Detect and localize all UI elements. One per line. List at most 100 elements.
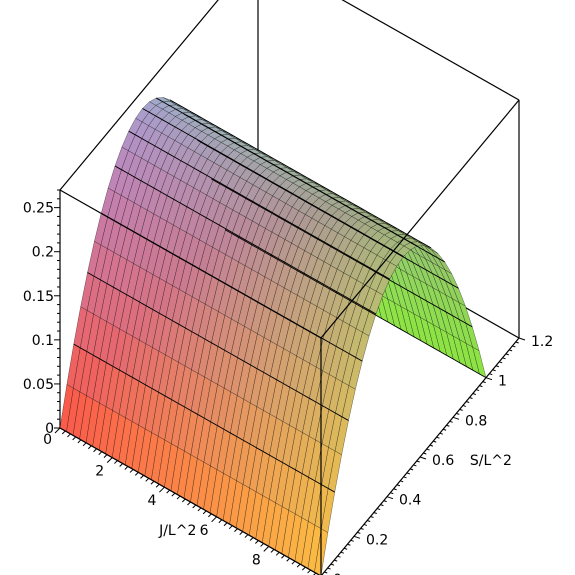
x-tick [103,454,108,458]
y-tick [442,428,447,431]
y-tick [360,527,364,530]
x-tick [263,546,270,552]
y-axis: 0 0.2 0.4 0.6 0.8 1 1.2 [324,334,553,575]
z-tick-label: 0 [45,421,54,437]
x-tick [72,436,77,441]
x-tick [239,531,244,535]
x-tick [291,560,296,565]
x-tick [228,525,233,530]
x-tick [119,463,123,467]
y-tick [512,345,516,348]
x-tick [106,457,113,463]
y-tick-label: 1.2 [531,334,553,350]
box-edge [320,99,520,339]
mesh-line [211,178,473,328]
y-tick [452,416,460,420]
y-tick [505,353,509,356]
x-tick [296,563,301,568]
x-tick [124,466,129,470]
x-tick-label: 2 [95,464,104,480]
y-tick [327,567,331,570]
x-tick [54,427,61,434]
z-tick-label: 0.15 [23,289,54,305]
mesh-line [73,343,335,493]
y-tick [376,508,381,511]
y-tick [492,369,496,372]
y-tick [416,460,420,463]
x-tick [176,495,181,500]
x-tick [208,513,212,518]
y-tick-label: 0 [333,572,342,575]
mesh-line [197,139,459,289]
y-tick [390,492,394,495]
y-tick [485,377,493,381]
box-edge [341,0,520,101]
z-tick-label: 0.05 [23,377,54,393]
x-tick-label: 8 [252,552,261,568]
y-tick [396,484,401,487]
y-tick [400,480,404,483]
y-tick [466,400,470,403]
mesh-line [87,272,349,421]
x-tick [77,439,82,444]
y-tick [495,365,500,368]
y-tick-label: 0.2 [366,532,388,548]
y-tick [363,523,368,526]
y-tick [429,444,434,447]
mesh-line [114,165,377,315]
y-tick [367,519,371,522]
y-tick [518,337,526,341]
y-tick [334,559,338,562]
x-tick [255,540,259,544]
y-tick [469,397,473,399]
surface [59,97,487,575]
z-tick-label: 0.2 [32,245,54,261]
x-tick-label: 6 [200,523,209,539]
mesh-line [169,99,432,249]
x-tick [197,507,202,512]
y-tick [347,543,351,546]
y-tick [479,385,483,388]
x-tick [281,554,285,559]
x-tick [181,498,186,503]
y-tick [433,440,437,443]
x-axis-label: J/L^2 [158,523,196,539]
x-tick [244,534,249,538]
y-tick [456,412,460,415]
z-tick-label: 0.1 [32,333,54,349]
y-tick-label: 0.6 [432,453,454,469]
x-tick [140,475,144,479]
x-tick [286,557,291,562]
y-tick [449,420,453,423]
mesh-line [183,113,445,263]
x-tick [98,451,103,456]
x-tick [150,480,155,485]
x-tick [223,522,228,527]
x-tick [166,489,170,494]
y-tick [502,357,506,360]
y-tick [472,393,476,396]
x-tick [171,492,176,497]
y-tick [386,496,394,500]
y-tick [343,547,348,550]
mesh-line [224,229,487,379]
y-tick [419,456,427,460]
x-tick [270,549,275,553]
x-tick [114,460,118,464]
x-tick [211,516,217,523]
x-tick [218,519,223,524]
x-tick [202,510,207,515]
x-tick-label: 0 [43,432,52,448]
x-tick [192,504,197,509]
x-tick [145,477,150,482]
y-tick [413,464,417,467]
y-tick [409,468,414,471]
z-axis: 0 0.05 0.1 0.15 0.2 0.25 [23,189,60,437]
y-tick [439,432,443,435]
y-tick-label: 0.8 [465,413,487,429]
x-tick [134,472,139,476]
mesh-line [142,108,404,257]
box-edge [59,189,322,339]
x-tick [61,430,66,435]
